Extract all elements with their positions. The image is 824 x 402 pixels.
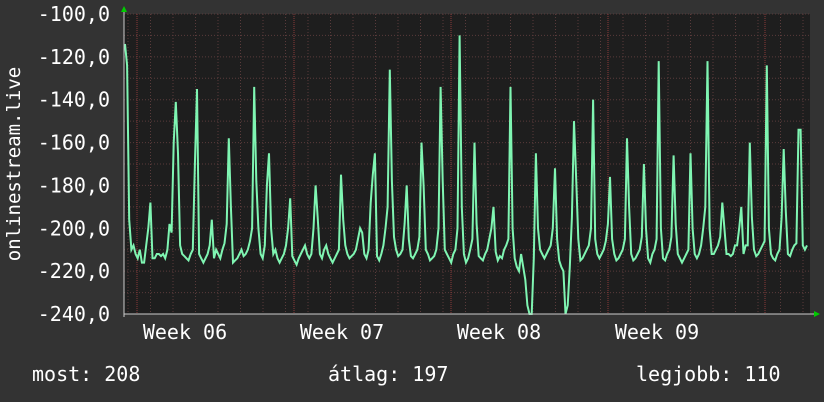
axes	[121, 6, 820, 317]
x-tick-label: Week 07	[300, 320, 384, 344]
x-tick-label: Week 06	[143, 320, 227, 344]
x-axis-arrow	[814, 311, 820, 317]
y-tick-label: -100,0	[38, 2, 110, 26]
x-tick-label: Week 09	[615, 320, 699, 344]
y-tick-label: -120,0	[38, 45, 110, 69]
current-value: most: 208	[32, 362, 141, 386]
series-line	[124, 35, 808, 315]
y-tick-label: -200,0	[38, 216, 110, 240]
grid-lines	[124, 13, 810, 315]
y-axis-label: onlinestream.live	[3, 67, 25, 261]
average-value: átlag: 197	[328, 362, 449, 386]
y-tick-label: -180,0	[38, 173, 110, 197]
y-tick-labels: -100,0 -120,0 -140,0 -160,0 -180,0 -200,0 -220…	[38, 2, 110, 326]
x-tick-label: Week 08	[457, 320, 541, 344]
y-axis-arrow	[121, 6, 127, 12]
y-tick-label: -220,0	[38, 259, 110, 283]
y-tick-label: -160,0	[38, 131, 110, 155]
y-tick-label: -240,0	[38, 302, 110, 326]
best-value: legjobb: 110	[636, 362, 781, 386]
x-tick-labels: Week 06 Week 07 Week 08 Week 09	[143, 320, 699, 344]
y-tick-label: -140,0	[38, 88, 110, 112]
